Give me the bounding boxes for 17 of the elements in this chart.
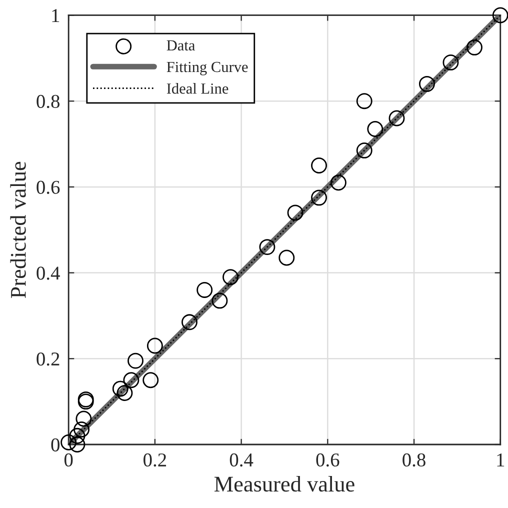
- y-tick-label: 1: [52, 9, 60, 22]
- x-tick-label: 0.2: [144, 453, 166, 467]
- x-tick-label: 0.4: [230, 453, 254, 467]
- legend-label: Data: [166, 40, 195, 51]
- y-tick-label: 0: [51, 438, 60, 452]
- y-tick-label: 0.8: [36, 94, 60, 108]
- x-axis-title: Measured value: [214, 476, 354, 492]
- x-tick-label: 0: [64, 453, 73, 467]
- y-axis-title: Predicted value: [10, 162, 26, 298]
- y-tick-label: 0.2: [36, 352, 60, 366]
- legend-label: Ideal Line: [166, 82, 228, 94]
- x-tick-label: 0.6: [316, 453, 340, 467]
- y-tick-label: 0.4: [36, 266, 60, 280]
- x-tick-label: 0.8: [402, 453, 426, 467]
- y-tick-label: 0.6: [36, 180, 60, 194]
- legend-label: Fitting Curve: [166, 62, 248, 76]
- x-tick-label: 1: [497, 453, 504, 466]
